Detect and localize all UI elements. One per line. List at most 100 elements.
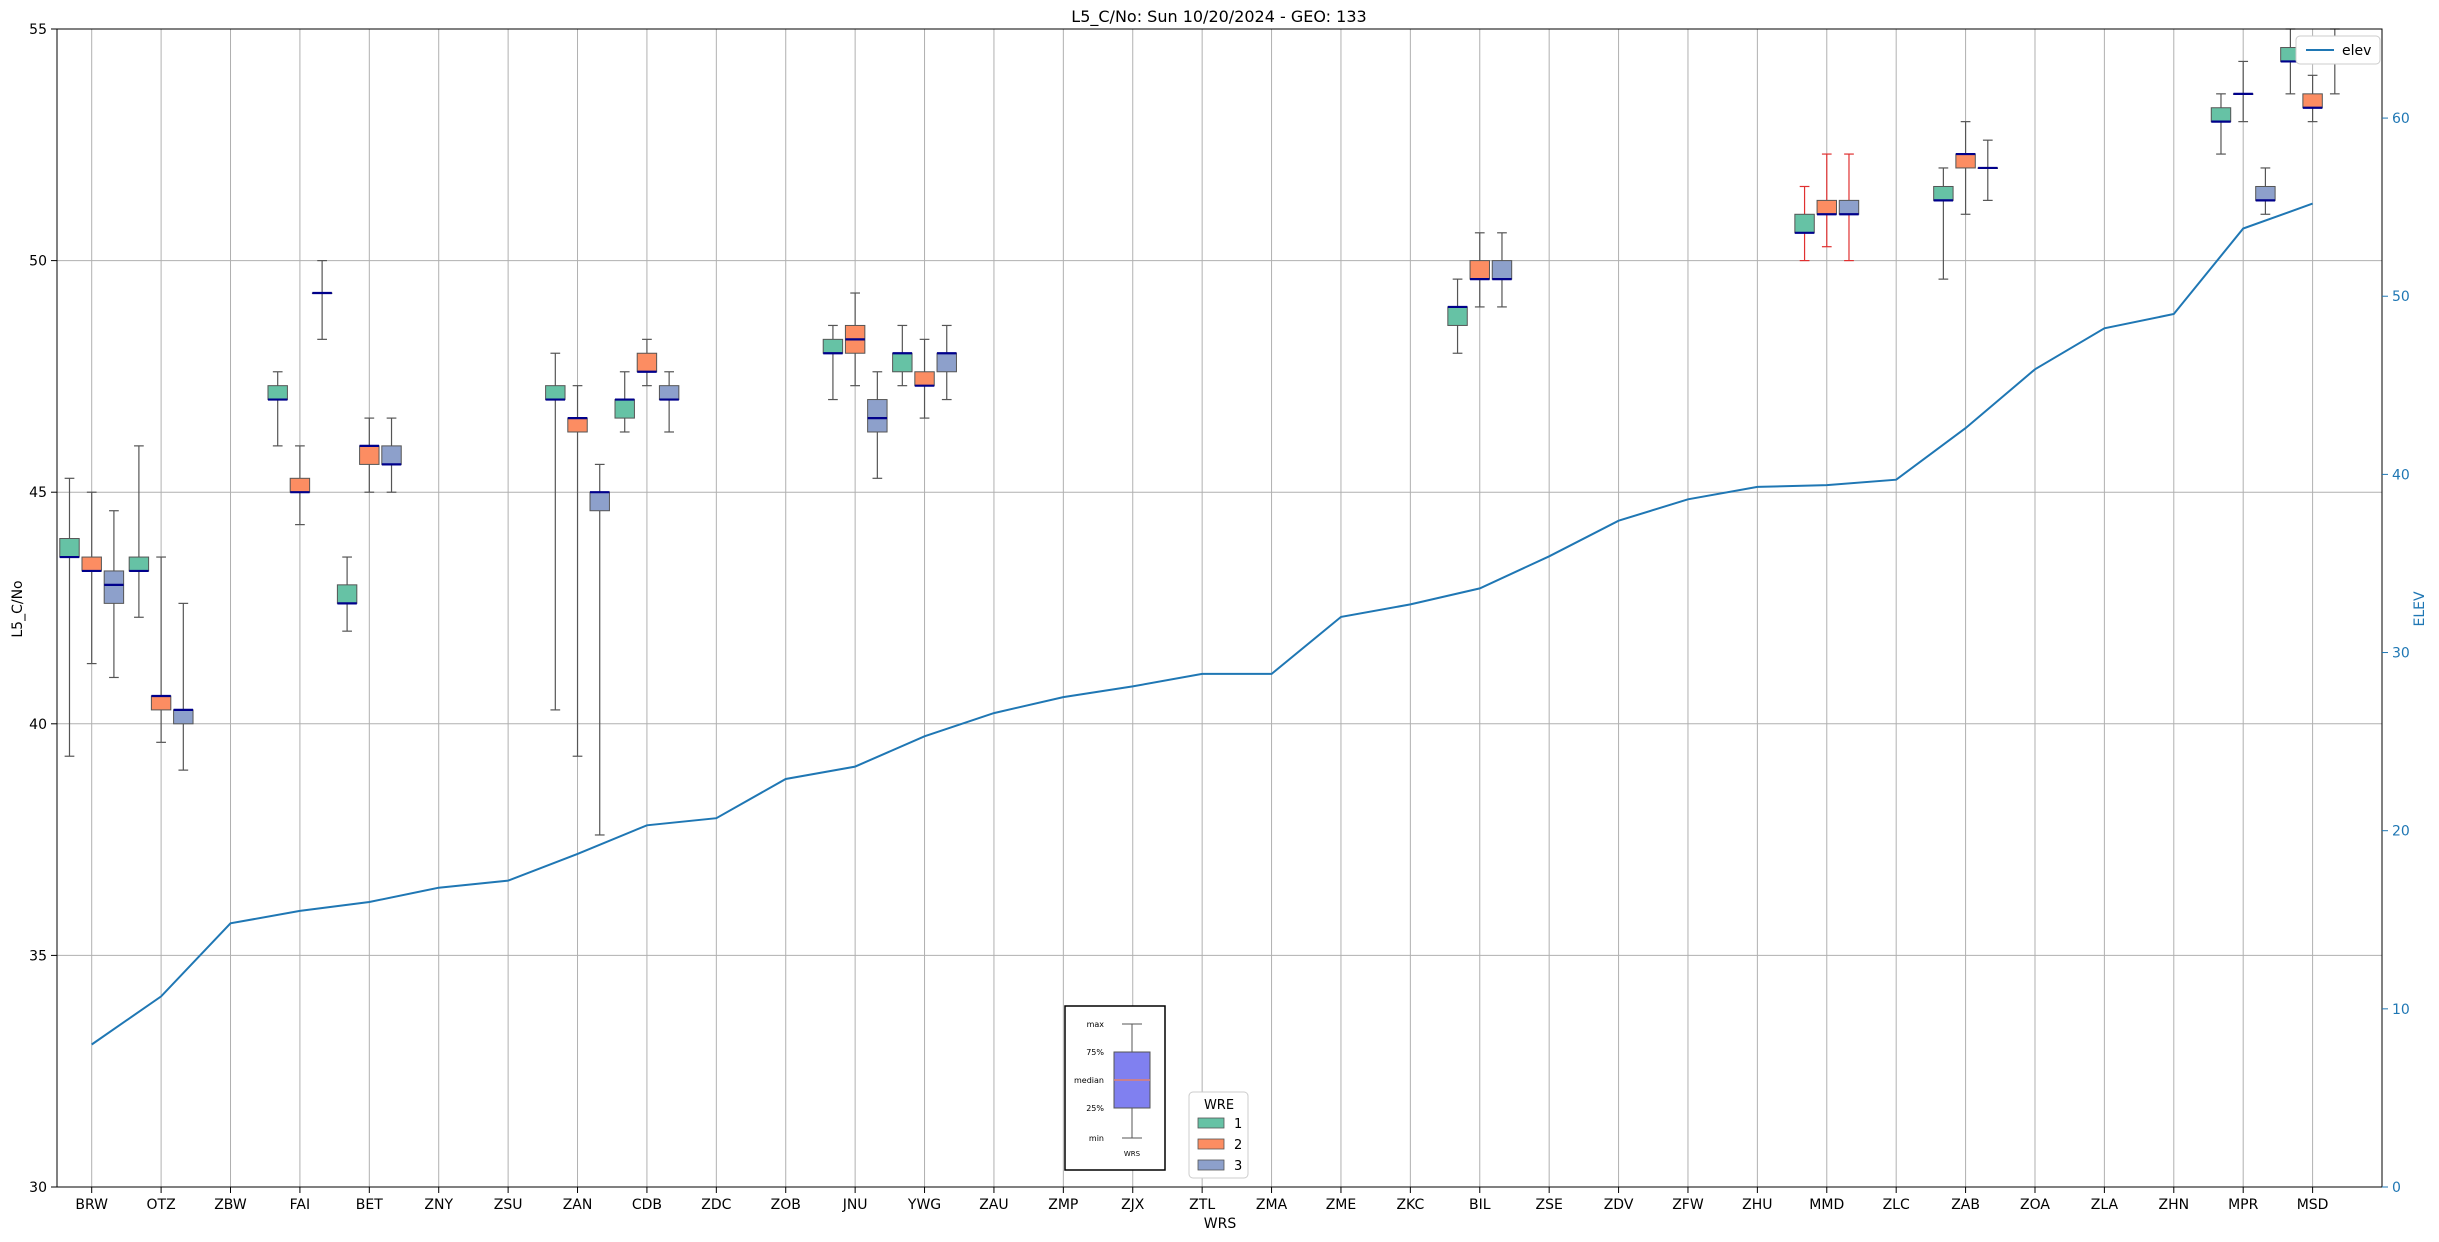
box-body [914, 371, 935, 387]
box-plot [336, 556, 358, 632]
box-body [173, 709, 194, 725]
plot-frame [56, 28, 2383, 1188]
box-plot [614, 371, 635, 433]
x-tick-label: ZNY [424, 1197, 453, 1213]
wre-legend-label: 2 [1234, 1138, 1242, 1153]
box-body [936, 352, 957, 373]
x-tick-label: ZDV [1604, 1197, 1634, 1213]
y2-tick-label: 20 [2392, 824, 2410, 840]
x-tick-label: BIL [1469, 1197, 1491, 1213]
box-plot [1933, 167, 1954, 280]
box-body [59, 538, 80, 558]
box-key-label-q3: 75% [1086, 1048, 1104, 1057]
y2-tick-label: 60 [2392, 111, 2410, 127]
box-plot [381, 417, 402, 493]
chart-title: L5_C/No: Sun 10/20/2024 - GEO: 133 [1071, 7, 1366, 27]
elev-legend-frame [2295, 35, 2381, 65]
box-plot [1838, 153, 1860, 262]
y-tick-label: 45 [29, 485, 47, 501]
x-tick-label: MPR [2228, 1197, 2259, 1213]
x-axis-label: WRS [1204, 1216, 1237, 1232]
box-plot [1794, 185, 1815, 262]
box-key-label-max: max [1087, 1020, 1105, 1029]
box-body [545, 385, 566, 401]
y-tick-label: 30 [29, 1180, 47, 1196]
box-body [658, 385, 680, 401]
box-key-caption: WRS [1124, 1150, 1141, 1158]
box-plot [545, 352, 566, 711]
y-tick-label: 35 [29, 948, 47, 964]
box-body [336, 584, 358, 604]
box-plot [658, 371, 680, 433]
wre-legend-swatch [1197, 1159, 1225, 1171]
box-plot [359, 417, 380, 493]
x-tick-label: ZLC [1883, 1197, 1910, 1213]
elev-series [91, 202, 2313, 1046]
box-plot [1469, 232, 1490, 308]
box-plot [822, 324, 844, 401]
wre-legend-label: 3 [1234, 1159, 1242, 1174]
x-tick-label: MSD [2297, 1197, 2329, 1213]
x-tick-label: ZTL [1189, 1197, 1215, 1213]
y-axis-label: L5_C/No [10, 580, 26, 637]
box-plot [936, 324, 957, 401]
x-tick-label: ZDC [701, 1197, 731, 1213]
box-plot [81, 491, 102, 665]
box-body [103, 570, 125, 604]
x-tick-label: ZOA [2020, 1197, 2050, 1213]
box-plot [267, 371, 288, 447]
wre-legend-swatch [1197, 1138, 1225, 1150]
box-body [892, 352, 913, 373]
box-body [636, 352, 658, 373]
box-body [1838, 199, 1860, 215]
box-plot [636, 338, 658, 387]
x-tick-label: CDB [632, 1197, 662, 1213]
box-body [267, 385, 288, 401]
box-key-label-median: median [1074, 1076, 1104, 1085]
box-plot [867, 371, 888, 479]
box-key-label-min: min [1089, 1134, 1104, 1143]
y-tick-label: 40 [29, 717, 47, 733]
box-plot [289, 445, 311, 526]
box-body [567, 417, 588, 433]
x-tick-label: ZMP [1048, 1197, 1078, 1213]
x-tick-label: ZAB [1951, 1197, 1980, 1213]
box-body [128, 556, 150, 572]
box-body [2210, 107, 2232, 123]
wre-legend-entries: 1 2 3 [1197, 1117, 1242, 1174]
elev-legend-label: elev [2342, 43, 2371, 59]
x-tick-label: ZOB [771, 1197, 801, 1213]
y2-tick-label: 50 [2392, 289, 2410, 305]
box-plot [173, 602, 194, 771]
box-plot [2302, 74, 2323, 123]
box-plot [567, 385, 588, 757]
box-plot [1447, 278, 1468, 354]
box-key-label-q1: 25% [1086, 1104, 1104, 1113]
box-body [1447, 306, 1468, 326]
box-plot [59, 477, 80, 757]
wre-legend-label: 1 [1234, 1117, 1242, 1132]
x-tick-label: ZAN [563, 1197, 593, 1213]
y2-tick-label: 0 [2392, 1180, 2401, 1196]
x-tick-label: ZSE [1536, 1197, 1563, 1213]
box-body [614, 399, 635, 419]
x-tick-label: ZKC [1396, 1197, 1424, 1213]
box-body [2302, 93, 2323, 109]
box-plot [128, 445, 150, 618]
wre-legend-swatch [1197, 1117, 1225, 1129]
box-plot [1816, 153, 1837, 248]
y2-axis-label: ELEV [2412, 591, 2428, 626]
x-tick-label: BRW [75, 1197, 108, 1213]
x-tick-label: FAI [290, 1197, 310, 1213]
box-body [1794, 213, 1815, 234]
wre-legend: WRE 1 2 3 [1188, 1091, 1249, 1179]
x-tick-label: ZHN [2158, 1197, 2189, 1213]
box-plot [892, 324, 913, 387]
x-tick-label: ZAU [979, 1197, 1008, 1213]
x-tick-label: BET [356, 1197, 383, 1213]
elev-legend: elev [2295, 35, 2381, 65]
box-plot [2210, 93, 2232, 155]
box-body [1933, 185, 1954, 201]
